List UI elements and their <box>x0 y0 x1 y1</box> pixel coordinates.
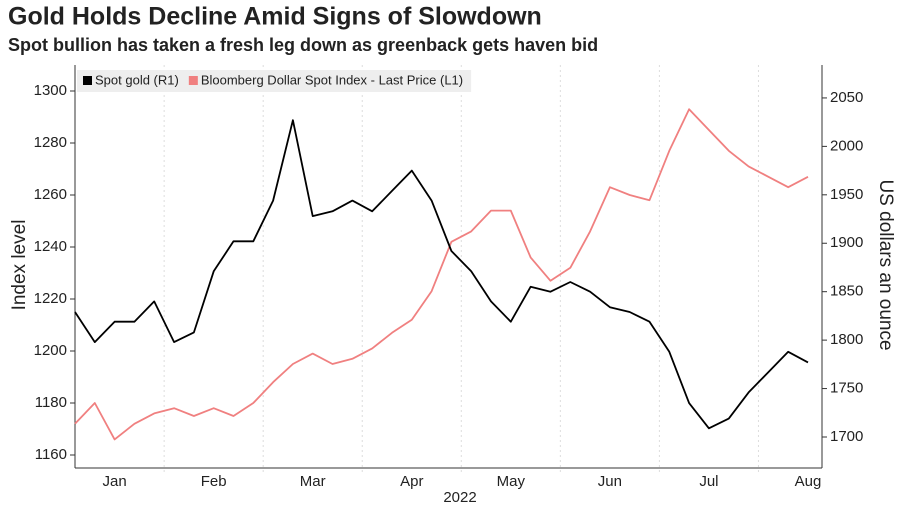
y2-tick-label: 2000 <box>830 137 863 154</box>
y-tick-label: 1300 <box>34 82 67 99</box>
y2-axis-label: US dollars an ounce <box>875 179 896 350</box>
y2-tick-label: 1800 <box>830 331 863 348</box>
y-tick-label: 1180 <box>35 394 67 411</box>
y2-tick-label: 1700 <box>830 428 863 445</box>
y2-tick-label: 1950 <box>830 186 863 203</box>
y-tick-label: 1200 <box>34 342 67 359</box>
legend-swatch <box>83 76 92 85</box>
series-line <box>74 119 809 430</box>
x-tick-label: Aug <box>795 473 822 490</box>
y-tick-label: 1260 <box>34 186 67 203</box>
x-tick-label: Jun <box>598 473 622 490</box>
y2-tick-label: 2050 <box>830 89 863 106</box>
chart-title: Gold Holds Decline Amid Signs of Slowdow… <box>8 3 542 31</box>
y2-tick-label: 1850 <box>830 283 863 300</box>
chart-subtitle: Spot bullion has taken a fresh leg down … <box>8 35 598 55</box>
series-line <box>74 108 809 441</box>
y2-tick-label: 1900 <box>830 234 863 251</box>
y-tick-label: 1160 <box>35 446 67 463</box>
x-tick-label: May <box>497 473 526 490</box>
x-tick-label: Apr <box>400 473 423 490</box>
legend-swatch <box>188 76 198 85</box>
x-tick-label: Jan <box>103 473 127 490</box>
y-tick-label: 1240 <box>34 238 67 255</box>
x-tick-label: Feb <box>201 473 227 490</box>
legend-label: Bloomberg Dollar Spot Index - Last Price… <box>201 72 463 87</box>
y-axis-label: Index level <box>9 220 30 311</box>
legend: Spot gold (R1) Bloomberg Dollar Spot Inde… <box>77 70 472 92</box>
y-tick-label: 1220 <box>34 290 67 307</box>
x-axis-label: 2022 <box>443 489 476 506</box>
legend-label: Spot gold (R1) <box>95 72 179 87</box>
legend-background <box>77 70 472 92</box>
y-tick-label: 1280 <box>34 134 67 151</box>
x-tick-label: Jul <box>699 473 718 490</box>
x-tick-label: Mar <box>300 473 326 490</box>
y2-tick-label: 1750 <box>830 380 863 397</box>
